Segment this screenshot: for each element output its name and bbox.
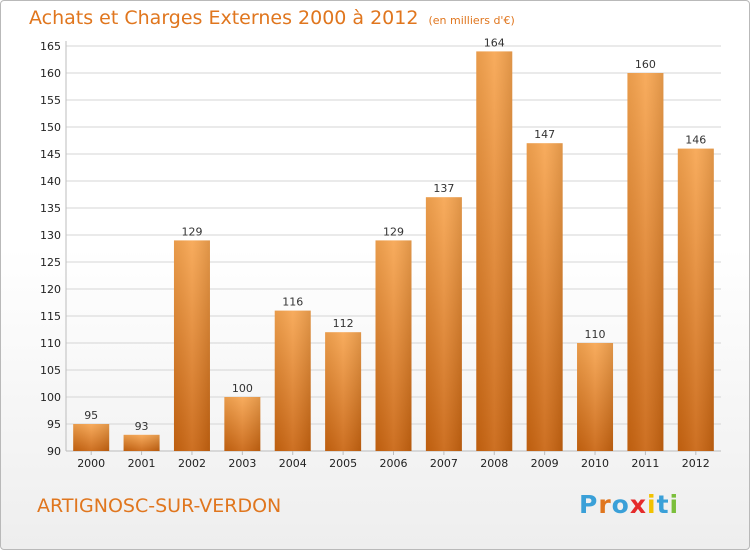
logo-letter: o [611, 490, 630, 519]
place-name: ARTIGNOSC-SUR-VERDON [37, 495, 282, 517]
bar-shading [325, 332, 362, 451]
y-tick-label: 95 [47, 418, 61, 431]
x-tick-label: 2012 [682, 457, 710, 470]
x-tick-label: 2002 [178, 457, 206, 470]
x-tick-label: 2005 [329, 457, 357, 470]
bar-shading [476, 51, 513, 452]
data-label: 116 [282, 296, 303, 309]
data-label: 147 [534, 128, 555, 141]
data-label: 110 [585, 328, 606, 341]
y-tick-label: 140 [40, 175, 61, 188]
logo-letter: t [656, 490, 670, 519]
bar-shading [73, 424, 110, 451]
x-tick-label: 2004 [279, 457, 307, 470]
y-tick-label: 130 [40, 229, 61, 242]
bar-shading [627, 73, 664, 451]
y-tick-label: 135 [40, 202, 61, 215]
y-tick-label: 100 [40, 391, 61, 404]
bar-shading [526, 143, 563, 451]
y-tick-label: 125 [40, 256, 61, 269]
y-tick-label: 150 [40, 121, 61, 134]
logo-letter: P [579, 490, 599, 519]
data-label: 137 [433, 182, 454, 195]
x-tick-label: 2001 [128, 457, 156, 470]
data-label: 100 [232, 382, 253, 395]
x-tick-label: 2008 [480, 457, 508, 470]
bar-shading [425, 197, 462, 451]
x-tick-label: 2007 [430, 457, 458, 470]
x-tick-label: 2003 [228, 457, 256, 470]
y-tick-label: 145 [40, 148, 61, 161]
bar-shading [677, 148, 714, 451]
chart-title-text: Achats et Charges Externes 2000 à 2012 [29, 7, 419, 29]
logo-letter: x [629, 490, 647, 519]
y-tick-label: 155 [40, 94, 61, 107]
data-label: 129 [181, 225, 202, 238]
bar-shading [224, 397, 261, 451]
y-tick-label: 165 [40, 40, 61, 53]
data-label: 129 [383, 225, 404, 238]
data-label: 112 [333, 317, 354, 330]
y-tick-label: 120 [40, 283, 61, 296]
bar-shading [123, 434, 160, 451]
data-label: 160 [635, 58, 656, 71]
y-tick-label: 105 [40, 364, 61, 377]
bar-shading [375, 240, 412, 451]
chart-subtitle: (en milliers d'€) [428, 14, 515, 27]
data-label: 164 [484, 36, 505, 49]
logo-letter: i [647, 490, 657, 519]
y-tick-label: 90 [47, 445, 61, 458]
x-tick-label: 2010 [581, 457, 609, 470]
y-tick-label: 110 [40, 337, 61, 350]
x-tick-label: 2011 [631, 457, 659, 470]
x-tick-label: 2006 [380, 457, 408, 470]
logo-letter: i [669, 490, 680, 519]
chart-title: Achats et Charges Externes 2000 à 2012 (e… [29, 7, 515, 29]
y-tick-label: 115 [40, 310, 61, 323]
bar-shading [577, 343, 614, 451]
x-tick-label: 2000 [77, 457, 105, 470]
bar-shading [173, 240, 210, 451]
logo-letter: r [598, 490, 612, 519]
y-tick-label: 160 [40, 67, 61, 80]
data-label: 93 [135, 420, 149, 433]
data-label: 146 [685, 134, 706, 147]
x-tick-label: 2009 [531, 457, 559, 470]
data-label: 95 [84, 409, 98, 422]
proxiti-logo: Proxiti [579, 490, 679, 519]
bar-shading [274, 310, 311, 451]
